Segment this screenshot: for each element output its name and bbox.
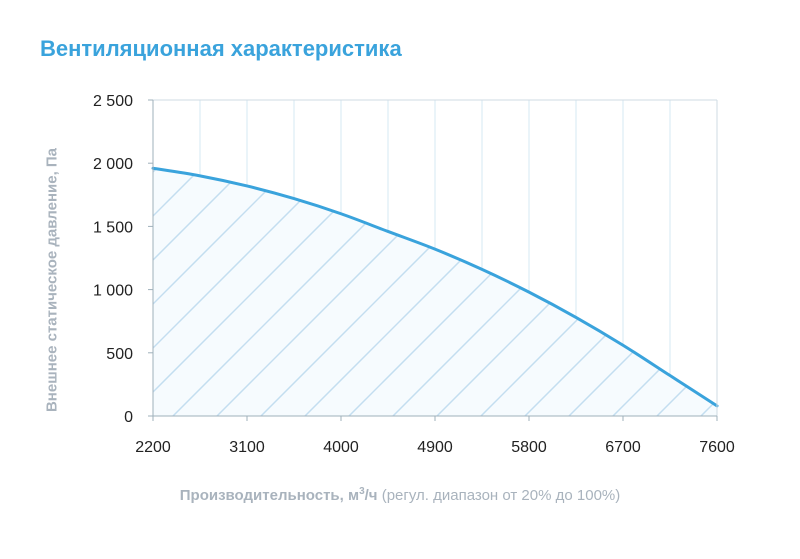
- y-tick-label: 2 000: [93, 156, 133, 173]
- x-axis-label-note: (регул. диапазон от 20% до 100%): [381, 487, 621, 504]
- y-tick-label: 0: [124, 409, 133, 426]
- x-axis-label-main: Производительность, м: [179, 487, 360, 504]
- x-axis-label: Производительность, м3/ч (регул. диапазо…: [0, 486, 800, 504]
- chart-title: Вентиляционная характеристика: [40, 36, 402, 61]
- x-tick-label: 5800: [511, 439, 547, 456]
- y-axis-label: Внешнее статическое давление, Па: [43, 147, 61, 413]
- y-tick-label: 1 000: [93, 283, 133, 300]
- hatch-line: [568, 168, 717, 416]
- x-tick-label: 3100: [229, 439, 265, 456]
- hatch-line: [0, 96, 141, 416]
- hatch-line: [153, 168, 318, 416]
- x-tick-label: 2200: [135, 439, 171, 456]
- hatch-line: [153, 168, 362, 416]
- hatch-line: [216, 168, 538, 416]
- x-tick-label: 4000: [323, 439, 359, 456]
- series-line: [151, 166, 719, 408]
- hatch-line: [700, 168, 717, 416]
- hatch-line: [656, 168, 717, 416]
- x-axis-label-unit-tail: /ч: [364, 487, 378, 504]
- x-tick-label: 6700: [605, 439, 641, 456]
- y-tick-label: 1 500: [93, 219, 133, 236]
- hatch-line: [745, 96, 800, 416]
- hatch-line: [153, 168, 406, 416]
- hatch-line: [172, 168, 494, 416]
- x-tick-label: 4900: [417, 439, 453, 456]
- x-axis-label-unit-sup: 3: [359, 486, 365, 497]
- x-tick-label: 7600: [699, 439, 735, 456]
- hatch-line: [260, 168, 582, 416]
- hatch-line: [153, 168, 450, 416]
- hatch-line: [789, 96, 800, 416]
- y-tick-label: 500: [106, 346, 133, 363]
- y-tick-label: 2 500: [93, 93, 133, 110]
